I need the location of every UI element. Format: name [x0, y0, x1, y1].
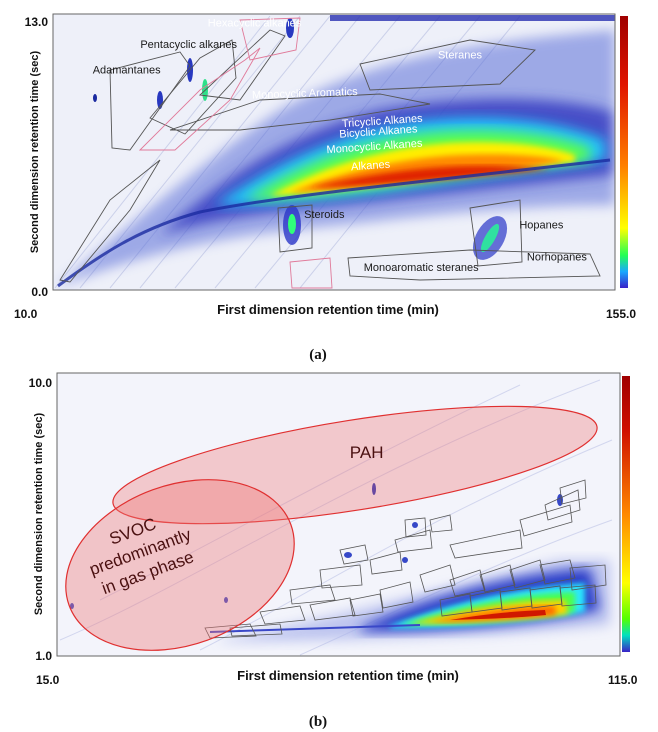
y-tick-bottom-a: 0.0 [31, 285, 48, 299]
region-label: Hopanes [519, 219, 564, 231]
y-tick-top-b: 10.0 [29, 376, 53, 390]
caption-a: (a) [309, 347, 327, 363]
region-label: Alkanes [351, 159, 391, 174]
y-axis-label-b: Second dimension retention time (sec) [33, 413, 45, 616]
region-label: Steranes [438, 50, 483, 62]
region-label: Pentacyclic alkanes [140, 39, 237, 51]
x-tick-right-b: 115.0 [608, 673, 638, 687]
region-label: Steroids [304, 209, 345, 221]
x-tick-right-a: 155.0 [606, 307, 636, 321]
region-label: Tricyclic Alkanes [341, 113, 423, 131]
heatmap-a [54, 15, 615, 289]
region-label: Norhopanes [527, 251, 587, 263]
region-label: Monocyclic Aromatics [252, 86, 359, 102]
pah-region [112, 405, 598, 525]
region-label: Monoaromatic steranes [364, 262, 479, 274]
caption-b: (b) [309, 714, 327, 730]
region-labels-a: Hexacyclic alkanes Pentacyclic alkanes Ada… [93, 18, 588, 274]
panel-b [56, 372, 630, 657]
heatmap-b [59, 379, 613, 656]
y-axis-label-a: Second dimension retention time (sec) [29, 51, 41, 254]
region-label: PAH [350, 443, 384, 462]
colorbar-b [622, 376, 630, 652]
svoc-region [65, 479, 295, 651]
plot-frame-a [52, 13, 616, 291]
plot-frame-b [56, 372, 621, 657]
x-axis-label-a: First dimension retention time (min) [217, 302, 439, 317]
panel-a [52, 13, 628, 291]
x-tick-left-b: 15.0 [36, 673, 60, 687]
y-tick-bottom-b: 1.0 [35, 649, 52, 663]
region-label: Adamantanes [93, 64, 161, 76]
y-tick-top-a: 13.0 [25, 15, 49, 29]
x-tick-left-a: 10.0 [14, 307, 38, 321]
region-label: Hexacyclic alkanes [208, 18, 302, 30]
colorbar-a [620, 16, 628, 288]
region-label: Bicyclic Alkanes [339, 123, 418, 140]
x-axis-label-b: First dimension retention time (min) [237, 668, 459, 683]
